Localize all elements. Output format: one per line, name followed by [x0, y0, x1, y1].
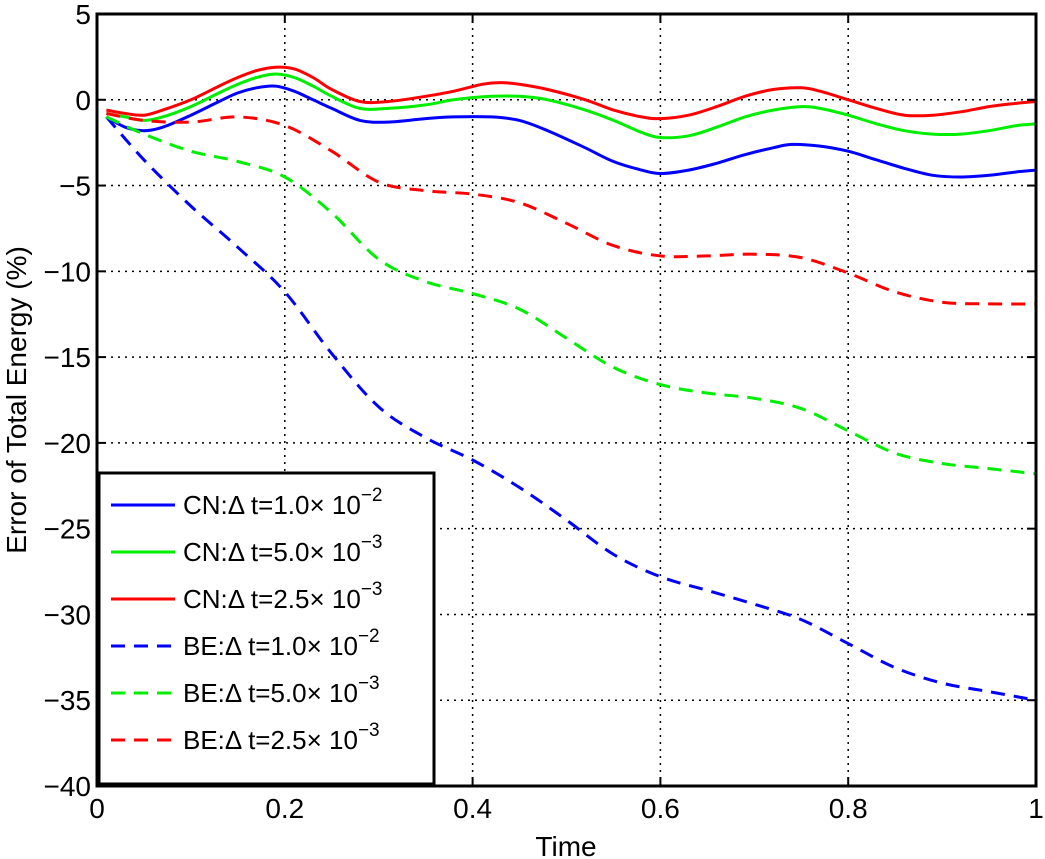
legend: CN:Δ t=1.0× 10−2 CN:Δ t=5.0× 10−3 CN:Δ t=2… — [97, 471, 436, 786]
y-tick-label: −40 — [44, 771, 92, 802]
x-axis-title: Time — [535, 831, 596, 859]
series-lines — [105, 65, 1037, 702]
series-line-6 — [106, 112, 1037, 306]
y-tick-label: −30 — [44, 599, 92, 630]
x-tick-label: 0.2 — [265, 793, 304, 824]
y-tick-label: 5 — [75, 0, 91, 30]
x-tick-label: 0.6 — [641, 793, 680, 824]
legend-label-2: CN:Δ t=5.0× 10−3 — [183, 532, 382, 567]
series-line-4 — [105, 115, 1037, 702]
series-line-3 — [106, 65, 1037, 121]
legend-label-4: BE:Δ t=1.0× 10−2 — [183, 626, 380, 661]
series-line-5 — [105, 115, 1037, 476]
y-tick-label: −5 — [59, 171, 91, 202]
x-tick-label: 1 — [1028, 793, 1044, 824]
x-tick-label: 0.4 — [453, 793, 492, 824]
y-tick-label: −15 — [44, 342, 92, 373]
y-tick-label: −25 — [44, 514, 92, 545]
y-tick-label: −20 — [44, 428, 92, 459]
x-tick-label: 0.8 — [829, 793, 868, 824]
series-line-2 — [106, 72, 1037, 140]
x-tick-label: 0 — [89, 793, 105, 824]
y-tick-label: 0 — [75, 85, 91, 116]
legend-box — [97, 471, 436, 786]
y-tick-label: −35 — [44, 685, 92, 716]
axis-ticks: 0 0.2 0.4 0.6 0.8 1 5 0 −5 −10 −15 −20 −25 −30 −35 −40 — [44, 0, 1044, 824]
y-axis-title: Error of Total Energy (%) — [1, 246, 32, 554]
legend-label-3: CN:Δ t=2.5× 10−3 — [183, 579, 382, 614]
series-line-1 — [105, 84, 1037, 179]
plot-frame — [95, 12, 1038, 788]
legend-label-1: CN:Δ t=1.0× 10−2 — [183, 485, 382, 520]
legend-label-5: BE:Δ t=5.0× 10−3 — [183, 673, 380, 708]
legend-label-6: BE:Δ t=2.5× 10−3 — [183, 720, 380, 755]
y-tick-label: −10 — [44, 256, 92, 287]
grid-lines — [97, 14, 1036, 786]
